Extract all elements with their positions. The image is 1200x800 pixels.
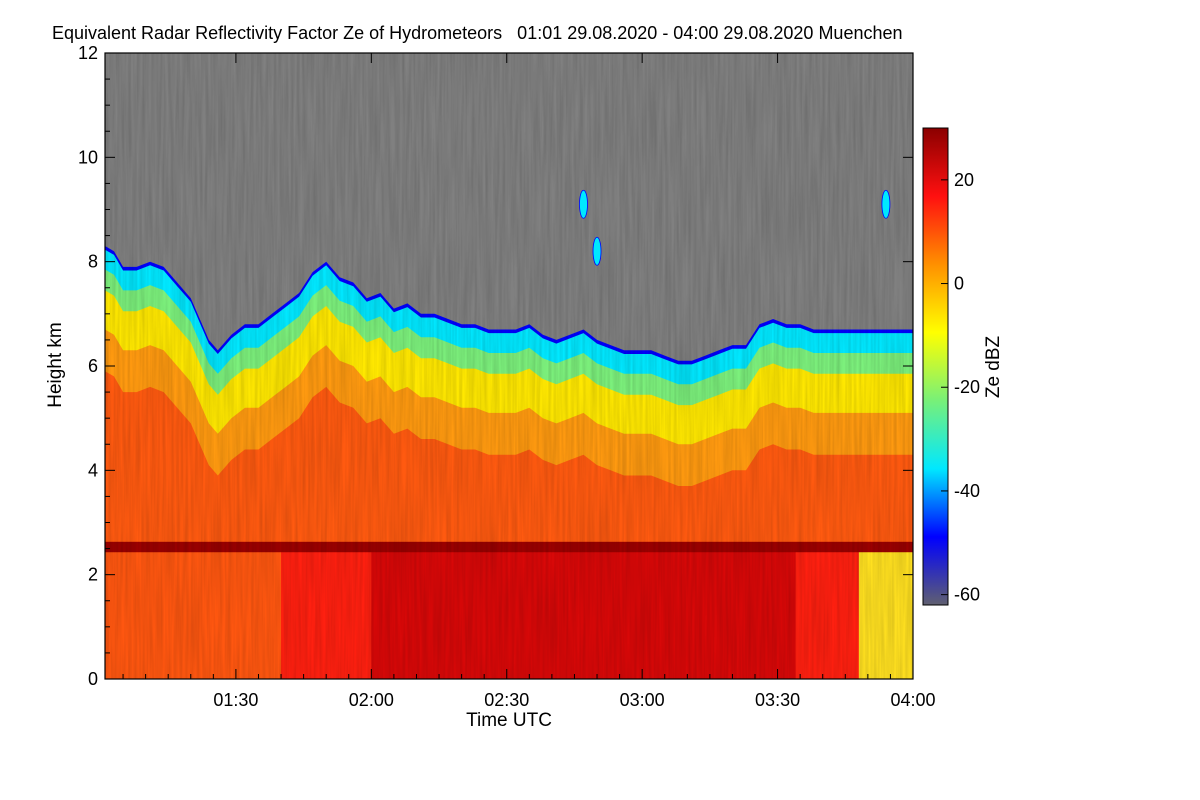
x-tick-label: 03:30	[755, 690, 800, 710]
colorbar-tick-label: -60	[954, 585, 980, 605]
colorbar-tick-label: 20	[954, 170, 974, 190]
isolated-echo	[592, 236, 602, 266]
y-axis: 0 2 4 6 8 10 12	[78, 43, 913, 689]
x-tick-label: 02:30	[484, 690, 529, 710]
colorbar-label: Ze dBZ	[983, 335, 1004, 398]
x-tick-label: 02:00	[349, 690, 394, 710]
fall-streak-texture	[105, 53, 913, 679]
y-tick-label: 4	[88, 460, 98, 480]
chart-title: Equivalent Radar Reflectivity Factor Ze …	[52, 23, 903, 43]
y-tick-label: 6	[88, 356, 98, 376]
x-axis-label: Time UTC	[466, 710, 552, 731]
x-tick-label: 03:00	[620, 690, 665, 710]
isolated-echo	[881, 189, 891, 219]
x-tick-label: 04:00	[890, 690, 935, 710]
y-tick-label: 2	[88, 565, 98, 585]
y-axis-label: Height km	[45, 322, 66, 408]
colorbar-tick-label: -20	[954, 377, 980, 397]
isolated-echoes	[579, 189, 891, 266]
y-tick-label: 0	[88, 669, 98, 689]
y-tick-label: 10	[78, 147, 98, 167]
isolated-echo	[579, 189, 588, 219]
colorbar	[922, 127, 949, 606]
y-tick-label: 12	[78, 43, 98, 63]
plot-area	[105, 53, 913, 679]
colorbar-tick-label: 0	[954, 274, 964, 294]
y-tick-label: 8	[88, 252, 98, 272]
colorbar-tick-label: -40	[954, 481, 980, 501]
colorbar-axis: 20 0 -20 -40 -60	[941, 170, 980, 605]
x-axis: 01:30 02:00 02:30 03:00 03:30 04:00	[122, 53, 936, 710]
x-tick-label: 01:30	[213, 690, 258, 710]
